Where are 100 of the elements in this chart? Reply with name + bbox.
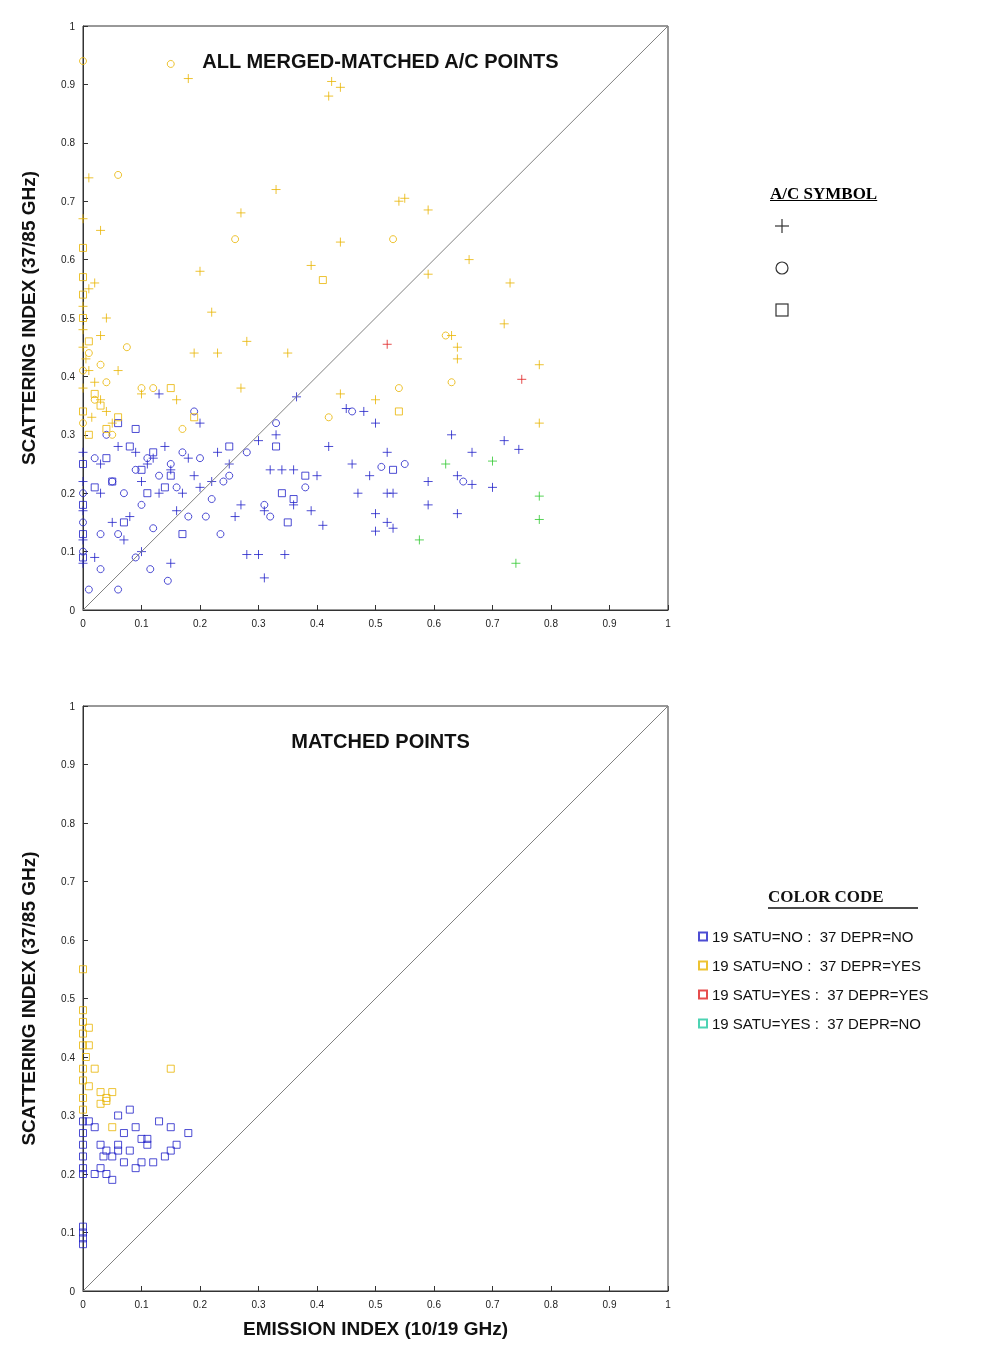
point [102, 1093, 111, 1102]
point [84, 430, 93, 439]
y-tick-label: 0.1 [61, 546, 76, 558]
point [96, 1140, 105, 1149]
x-tick-label: 0 [80, 1298, 87, 1310]
point [83, 172, 94, 183]
point [102, 430, 111, 439]
point [266, 512, 275, 521]
point [131, 465, 140, 474]
point [79, 1234, 87, 1243]
point [335, 82, 346, 93]
point [499, 318, 510, 329]
point [184, 1129, 193, 1138]
point [394, 384, 403, 393]
point [216, 530, 225, 539]
point [149, 448, 158, 457]
point [79, 500, 87, 509]
point [113, 365, 124, 376]
point [102, 1146, 111, 1155]
point [108, 1088, 117, 1097]
point [393, 196, 404, 207]
y-tick-label: 0.4 [61, 1051, 76, 1063]
point [79, 1006, 87, 1015]
point [114, 419, 123, 428]
point [96, 565, 105, 574]
point [235, 207, 246, 218]
point [172, 1140, 181, 1149]
point [79, 1140, 87, 1149]
point [89, 277, 100, 288]
point [452, 342, 463, 353]
point [301, 483, 310, 492]
text: ALL MERGED-MATCHED A/C POINTS [202, 50, 559, 72]
point [114, 1111, 123, 1120]
point [184, 512, 193, 521]
point [79, 57, 87, 66]
point [190, 407, 199, 416]
point [96, 1164, 105, 1173]
x-tick-label: 0.6 [427, 617, 442, 629]
point [79, 1017, 87, 1026]
point [95, 330, 106, 341]
y-tick-label: 1 [69, 700, 76, 712]
point [225, 442, 234, 451]
point [137, 465, 146, 474]
point [79, 530, 87, 539]
point [534, 359, 545, 370]
point [196, 454, 204, 463]
point [83, 283, 94, 294]
point [79, 1117, 87, 1126]
point [102, 424, 111, 433]
point [79, 1228, 87, 1237]
point [143, 1140, 152, 1149]
point [79, 1029, 87, 1038]
x-tick-label: 0.9 [602, 1298, 617, 1310]
point [79, 1105, 87, 1114]
point [119, 489, 128, 498]
y-tick-label: 0.9 [61, 759, 76, 770]
point [318, 276, 327, 285]
legend-label: 19 SATU=YES : 37 DEPR=YES [712, 986, 929, 1003]
point [301, 471, 310, 480]
y-tick-label: 0.6 [61, 934, 76, 946]
point [399, 193, 410, 204]
point [206, 307, 217, 318]
point [534, 491, 545, 502]
point [137, 1134, 146, 1143]
point [79, 489, 87, 498]
point [101, 406, 112, 417]
point [96, 360, 105, 369]
point [84, 1041, 93, 1050]
point [212, 348, 223, 359]
point [195, 266, 205, 277]
y-tick-label: 0.4 [61, 370, 76, 382]
point [487, 456, 498, 467]
legend-label: 19 SATU=YES : 37 DEPR=NO [712, 1015, 921, 1032]
point [260, 500, 269, 509]
point [96, 1099, 105, 1108]
point [163, 576, 172, 585]
point [131, 1123, 140, 1132]
point [79, 273, 87, 282]
legend-title: COLOR CODE [768, 887, 884, 906]
point [423, 204, 434, 215]
y-tick-label: 1 [69, 20, 76, 32]
point [81, 1053, 90, 1061]
point [78, 301, 88, 312]
point [219, 477, 228, 486]
point [119, 1158, 128, 1167]
point [201, 512, 210, 521]
point [125, 1105, 134, 1114]
point [90, 395, 99, 404]
point [102, 454, 111, 463]
point [114, 413, 123, 422]
x-tick-label: 0.3 [251, 617, 266, 629]
point [90, 483, 99, 492]
point [79, 553, 87, 562]
point [171, 394, 182, 405]
legend-label: 19 SATU=NO : 37 DEPR=NO [712, 928, 914, 945]
legend-label: 19 SATU=NO : 37 DEPR=YES [712, 957, 921, 974]
y-tick-label: 0.9 [61, 78, 76, 90]
y-tick-label: 0.8 [61, 137, 76, 149]
point [84, 349, 93, 358]
point [79, 1093, 87, 1102]
